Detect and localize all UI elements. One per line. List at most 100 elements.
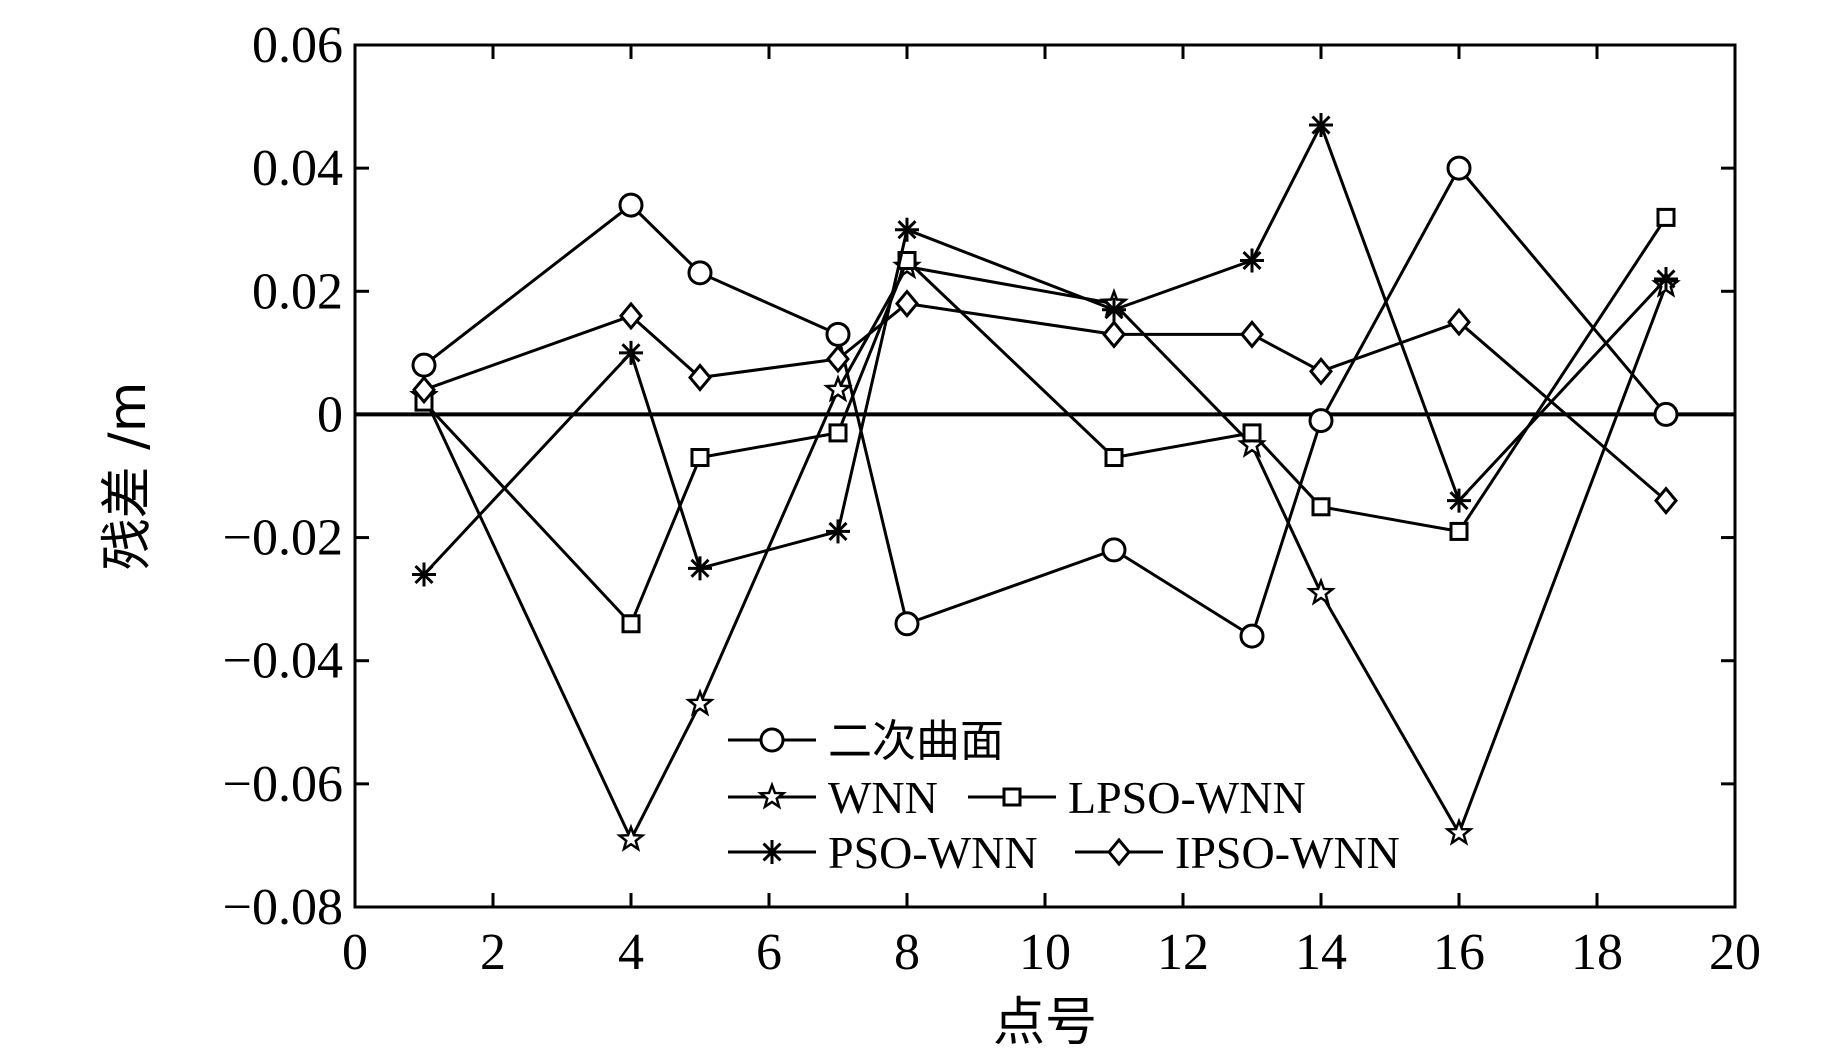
- asterisk-stroke: [897, 220, 917, 240]
- y-tick-label: 0.02: [252, 263, 343, 320]
- x-tick-label: 0: [342, 924, 368, 981]
- data-point: [826, 344, 850, 374]
- data-point: [690, 448, 710, 468]
- data-point: [895, 289, 919, 318]
- x-tick-label: 12: [1157, 924, 1209, 981]
- asterisk-stroke: [690, 558, 710, 578]
- data-point: [1242, 423, 1262, 443]
- legend-label: WNN: [828, 772, 938, 823]
- series-group: [409, 113, 1681, 852]
- legend-label: PSO-WNN: [828, 827, 1038, 878]
- data-point: [894, 611, 920, 637]
- legend-marker: [757, 781, 787, 810]
- data-point: [1654, 486, 1678, 515]
- data-point: [1102, 297, 1126, 322]
- data-point: [685, 688, 715, 717]
- data-point: [1104, 448, 1124, 468]
- data-point: [1653, 401, 1679, 427]
- asterisk-stroke: [762, 842, 782, 862]
- legend-entry: LPSO-WNN: [968, 772, 1306, 823]
- data-point: [823, 374, 853, 403]
- data-point: [1306, 577, 1336, 606]
- asterisk-stroke: [1242, 250, 1262, 271]
- legend-marker: [1002, 787, 1022, 807]
- data-point: [1449, 521, 1469, 541]
- y-tick-label: −0.06: [223, 756, 343, 813]
- data-point: [412, 375, 436, 405]
- series-line: [422, 216, 1668, 626]
- data-point: [1311, 497, 1331, 517]
- y-tick-label: −0.02: [223, 510, 343, 567]
- legend-marker: [760, 840, 784, 864]
- data-point: [687, 260, 713, 286]
- asterisk-stroke: [621, 343, 641, 363]
- x-tick-label: 14: [1295, 924, 1347, 981]
- data-point: [688, 363, 712, 392]
- data-point: [688, 556, 712, 581]
- data-point: [1654, 266, 1678, 291]
- series-line: [423, 166, 1668, 638]
- plot-area-frame: [353, 43, 1737, 909]
- y-tick-label: 0: [317, 386, 343, 443]
- data-point: [412, 562, 436, 587]
- data-point: [1447, 307, 1471, 337]
- data-point: [826, 519, 850, 544]
- data-point: [1102, 320, 1126, 349]
- x-tick-label: 16: [1433, 924, 1485, 981]
- data-point: [619, 301, 643, 331]
- data-point: [1101, 537, 1127, 563]
- data-point: [825, 321, 851, 347]
- series-star: [409, 251, 1681, 852]
- y-tick-label: −0.04: [223, 633, 343, 690]
- legend-marker: [759, 727, 785, 753]
- series-square: [414, 207, 1676, 634]
- legend-label: IPSO-WNN: [1175, 827, 1400, 878]
- data-point: [1240, 248, 1264, 273]
- x-axis-title: 点号: [993, 993, 1097, 1053]
- data-point: [621, 614, 641, 634]
- series-line: [422, 123, 1668, 576]
- series-diamond: [412, 289, 1678, 515]
- data-point: [1656, 207, 1676, 227]
- asterisk-stroke: [828, 521, 848, 541]
- data-point: [828, 423, 848, 443]
- asterisk-stroke: [1449, 491, 1469, 511]
- data-point: [616, 823, 646, 852]
- legend-marker: [1107, 837, 1131, 867]
- legend-label: LPSO-WNN: [1068, 772, 1306, 823]
- x-tick-label: 2: [480, 924, 506, 981]
- y-tick-label: 0.04: [252, 140, 343, 197]
- y-tick-label: −0.08: [223, 879, 343, 936]
- asterisk-stroke: [1656, 269, 1676, 289]
- series-line: [422, 265, 1668, 841]
- x-tick-label: 10: [1019, 924, 1071, 981]
- legend-entry: WNN: [728, 772, 938, 823]
- x-tick-label: 4: [618, 924, 644, 981]
- legend-entry: IPSO-WNN: [1075, 827, 1400, 878]
- series-line: [423, 302, 1667, 502]
- x-tick-label: 20: [1709, 924, 1761, 981]
- data-point: [618, 192, 644, 218]
- x-tick-label: 8: [894, 924, 920, 981]
- legend-entry: 二次曲面: [728, 716, 1004, 767]
- legend-entry: PSO-WNN: [728, 827, 1038, 878]
- series-circle: [411, 155, 1679, 649]
- asterisk-stroke: [1311, 115, 1331, 135]
- data-point: [1309, 356, 1333, 386]
- asterisk-stroke: [414, 564, 434, 585]
- axis-ticks: 0 2 4 6 8 10 12 14 16 18 20 0.06 0.04 0.02 0 −0.02 −0.04…: [223, 17, 1761, 981]
- data-point: [411, 352, 437, 378]
- x-tick-label: 6: [756, 924, 782, 981]
- data-point: [1446, 155, 1472, 181]
- asterisk-stroke: [1104, 300, 1124, 320]
- legend-label: 二次曲面: [828, 716, 1004, 767]
- data-point: [1309, 113, 1333, 138]
- series-asterisk: [412, 113, 1678, 587]
- data-point: [1308, 408, 1334, 434]
- y-axis-title: 残差 /m: [98, 382, 158, 571]
- data-point: [895, 217, 919, 242]
- data-point: [1444, 817, 1474, 846]
- y-tick-label: 0.06: [252, 17, 343, 74]
